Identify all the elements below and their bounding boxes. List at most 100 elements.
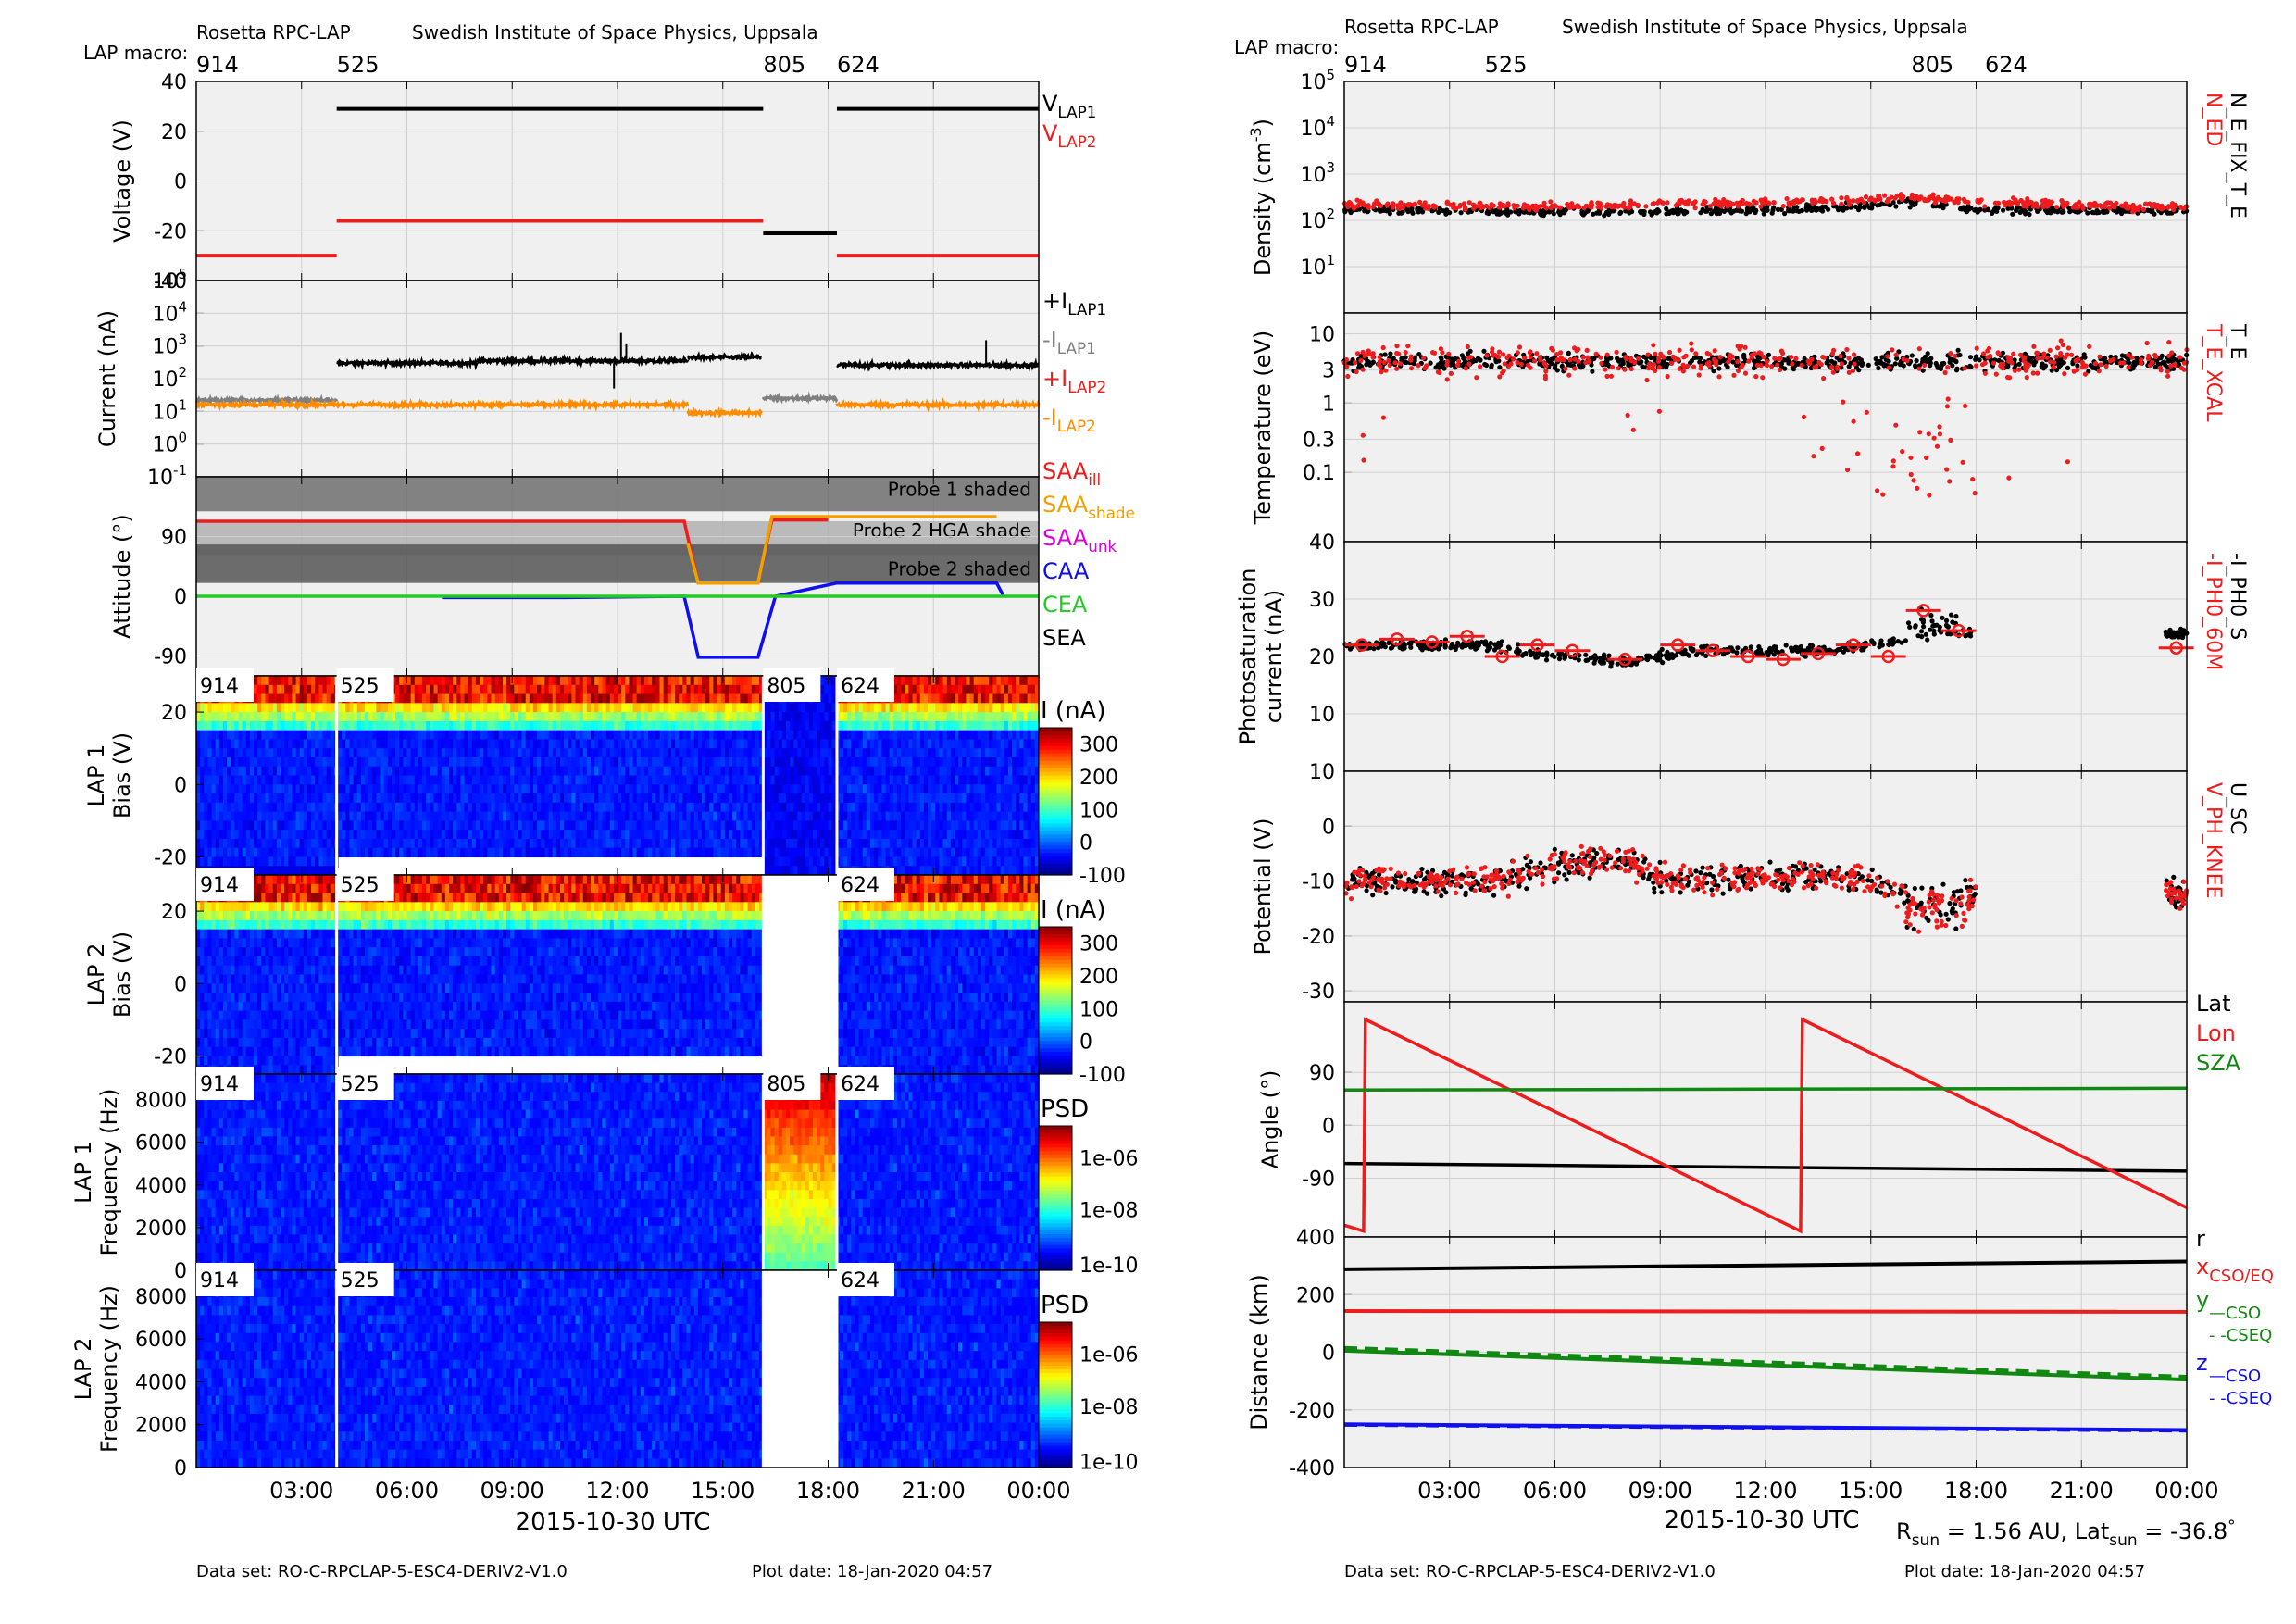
lap1_sweep-cell	[652, 720, 656, 731]
lap1_sweep-cell	[908, 748, 914, 758]
lap1_sweep-cell	[1016, 693, 1020, 704]
lap1_sweep-cell	[667, 775, 672, 785]
lap1_sweep-cell	[939, 712, 944, 722]
lap1_sweep-cell	[498, 820, 504, 831]
lap1_sweep-cell	[686, 748, 692, 758]
lap1_sweep-cell	[820, 703, 825, 713]
lap1_sweep-cell	[625, 693, 630, 704]
lap1_sweep-cell	[885, 748, 891, 758]
lap1_sweep-cell	[820, 748, 825, 758]
lap1_sweep-cell	[1004, 693, 1009, 704]
lap1_sweep-cell	[1016, 838, 1020, 849]
lap1_sweep-macro-box	[196, 668, 254, 702]
lap1_sweep-cell	[1030, 739, 1036, 749]
lap1_sweep-cell	[315, 676, 319, 686]
lap1_sweep-cell	[387, 730, 393, 741]
lap1_sweep-cell	[613, 748, 618, 758]
lap1_sweep-cell	[281, 712, 285, 722]
lap1_sweep-cell	[820, 838, 825, 849]
lap1_sweep-cell	[763, 748, 767, 758]
lap1_sweep-cell	[475, 748, 480, 758]
lap1_sweep-cell	[403, 775, 408, 785]
lap1_sweep-colorbar-cell	[1039, 819, 1072, 824]
lap1_sweep-cell	[697, 748, 703, 758]
lap1_sweep-cell	[403, 793, 408, 804]
lap1_sweep-cell	[399, 676, 404, 686]
lap1_sweep-cell	[533, 775, 538, 785]
lap1_sweep-cell	[353, 811, 358, 821]
lap1_sweep-cell	[303, 703, 308, 713]
lap1_sweep-cell	[559, 838, 565, 849]
lap1_sweep-cell	[414, 830, 419, 840]
lap1_sweep-cell	[349, 730, 355, 741]
lap1_sweep-cell	[969, 847, 975, 858]
lap1_sweep-cell	[728, 784, 733, 794]
lap1_sweep-cell	[621, 830, 626, 840]
lap1_sweep-cell	[919, 802, 925, 813]
lap1_sweep-colorbar-cell	[1039, 768, 1072, 773]
lap1_sweep-cell	[555, 811, 561, 821]
lap1_sweep-cell	[629, 820, 634, 831]
lap1_sweep-cell	[548, 811, 554, 821]
lap1_sweep-cell	[908, 856, 914, 867]
lap1_sweep-cell	[636, 712, 642, 722]
lap1_sweep-cell	[690, 676, 695, 686]
lap1_sweep-cell	[510, 703, 515, 713]
lap1_sweep-cell	[862, 856, 867, 867]
lap1_sweep-cell	[594, 703, 599, 713]
lap1_sweep-cell	[281, 847, 285, 858]
lap1_sweep-cell	[257, 703, 262, 713]
lap1_sweep-cell	[544, 784, 550, 794]
lap1_sweep-cell	[778, 775, 783, 785]
lap1_sweep-cell	[211, 856, 217, 867]
lap1_sweep-cell	[506, 775, 511, 785]
lap1_sweep-cell	[207, 739, 213, 749]
lap1_sweep-cell	[808, 748, 814, 758]
lap1_sweep-cell	[801, 820, 806, 831]
lap1_sweep-cell	[705, 676, 710, 686]
lap1_sweep-cell	[395, 830, 400, 840]
lap1_sweep-cell	[204, 838, 209, 849]
lap1_sweep-cell	[1019, 676, 1025, 686]
lap1_sweep-cell	[697, 693, 703, 704]
lap1_sweep-cell	[406, 811, 412, 821]
attitude-legend-item: CAA	[1042, 558, 1090, 584]
lap1_sweep-cell	[338, 775, 343, 785]
lap1_sweep-cell	[1023, 720, 1029, 731]
right-macro-525: 525	[1485, 52, 1528, 78]
lap1_sweep-cell	[636, 756, 642, 768]
lap1_sweep-colorbar-cell	[1039, 760, 1072, 766]
lap1_sweep-cell	[939, 856, 944, 867]
lap1_sweep-cell	[433, 720, 439, 731]
lap1_sweep-cell	[342, 838, 346, 849]
lap1_sweep-cell	[736, 811, 741, 821]
lap1_sweep-cell	[805, 756, 810, 768]
lap1_sweep-cell	[912, 693, 917, 704]
lap1_sweep-cell	[858, 712, 864, 722]
lap1_sweep-cell	[916, 775, 921, 785]
lap1_sweep-cell	[728, 775, 733, 785]
lap1_sweep-cell	[705, 775, 710, 785]
lap1_sweep-cell	[575, 838, 580, 849]
lap1_sweep-cell	[989, 830, 993, 840]
lap1_sweep-cell	[955, 820, 959, 831]
lap1_sweep-cell	[847, 856, 852, 867]
lap1_sweep-cell	[693, 720, 699, 731]
lap1_sweep-cell	[855, 739, 860, 749]
lap1_sweep-cell	[268, 712, 274, 722]
lap1_sweep-cell	[552, 693, 557, 704]
lap1_sweep-cell	[342, 712, 346, 722]
lap1_sweep-cell	[1030, 820, 1036, 831]
lap1_sweep-cell	[812, 866, 817, 876]
lap1_sweep-cell	[966, 838, 971, 849]
lap1_sweep-cell	[571, 720, 577, 731]
lap1_sweep-cell	[471, 838, 477, 849]
lap1_sweep-cell	[591, 811, 595, 821]
lap1_sweep-cell	[591, 684, 595, 695]
lap1_sweep-cell	[958, 703, 963, 713]
lap1_sweep-cell	[743, 730, 749, 741]
lap1_sweep-cell	[510, 684, 515, 695]
lap1_sweep-cell	[977, 693, 982, 704]
lap1_sweep-cell	[564, 748, 568, 758]
lap1_sweep-cell	[1030, 830, 1036, 840]
